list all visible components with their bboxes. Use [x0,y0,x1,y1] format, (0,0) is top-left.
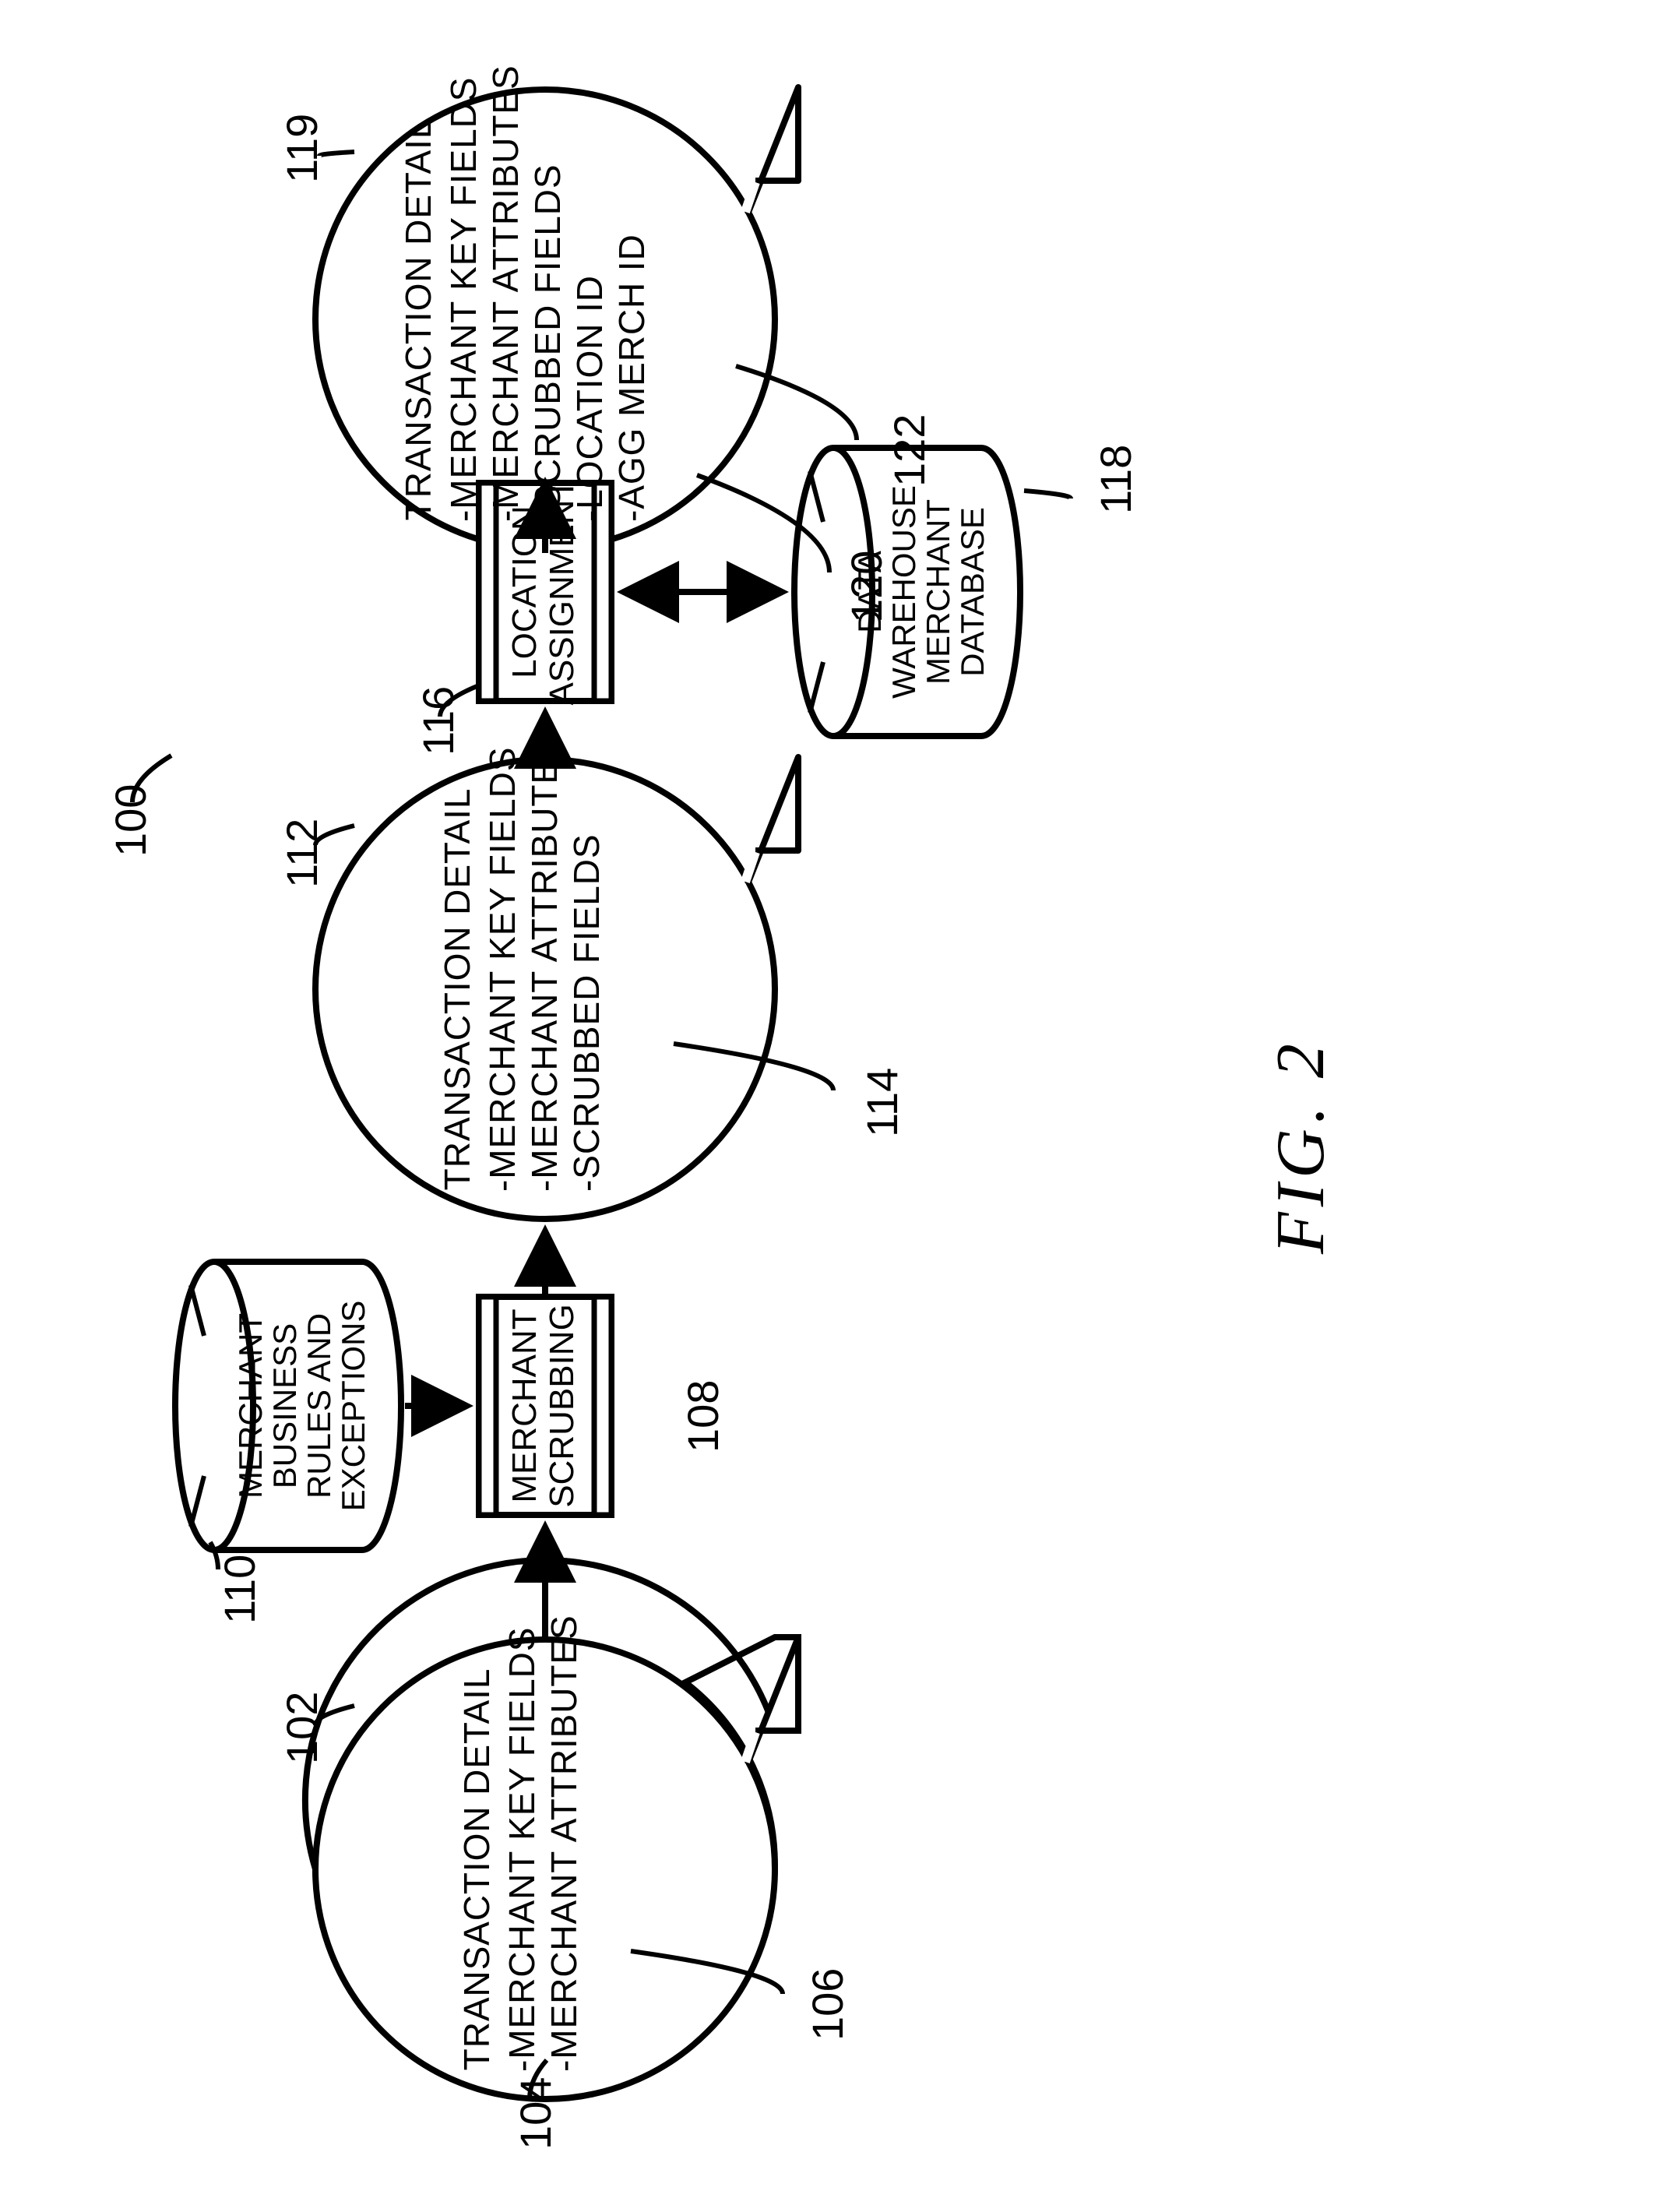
ref-110: 110 [214,1555,265,1624]
ref-120: 120 [841,551,892,623]
box-108-line-1: SCRUBBING [544,1297,581,1515]
bubble-119-line-0: -MERCHANT KEY FIELDS [442,117,484,522]
ref-114: 114 [857,1068,907,1137]
bubble-112-title: TRANSACTION DETAIL [436,787,478,1192]
cyl-110-line-1: BUSINESS [268,1262,302,1550]
cyl-118-line-3: DATABASE [956,448,990,736]
ref-106: 106 [802,1968,853,2041]
diagram-container: TRANSACTION DETAIL -MERCHANT KEY FIELDS … [0,0,1665,2212]
cylinder-110-text: MERCHANT BUSINESS RULES AND EXCEPTIONS [234,1262,371,1550]
bubble-112-line-1: -MERCHANT ATTRIBUTES [523,787,565,1192]
box-116-line-1: ASSIGNMENT [544,471,581,713]
bubble-119-line-3: -LOCATION ID [568,117,611,522]
ref-122: 122 [884,414,935,487]
ref-112: 112 [276,819,327,888]
ref-108: 108 [678,1380,728,1453]
bubble-112-line-0: -MERCHANT KEY FIELDS [481,787,523,1192]
bubble-102-text: TRANSACTION DETAIL -MERCHANT KEY FIELDS … [456,1667,585,2072]
ref-100: 100 [105,784,156,857]
ref-104: 104 [510,2077,561,2150]
cyl-118-line-2: MERCHANT [921,448,956,736]
ref-102: 102 [276,1692,327,1764]
bubble-112-line-2: -SCRUBBED FIELDS [565,787,607,1192]
cyl-110-line-0: MERCHANT [234,1262,268,1550]
bubble-102-title: TRANSACTION DETAIL [456,1667,498,2072]
bubble-102-line-0: -MERCHANT KEY FIELDS [501,1667,543,2072]
bubble-112-text: TRANSACTION DETAIL -MERCHANT KEY FIELDS … [436,787,607,1192]
cyl-118-line-1: WAREHOUSE [887,448,921,736]
bubble-119-line-4: -AGG MERCH ID [611,117,653,522]
diagram-svg [0,0,1665,2212]
bubble-119-title: TRANSACTION DETAIL [397,117,439,522]
bubble-119-line-2: -SCRUBBED FIELDS [526,117,568,522]
bubble-102-line-1: -MERCHANT ATTRIBUTES [543,1667,585,2072]
box-116-text: LOCATION ASSIGNMENT [506,471,582,713]
ref-119: 119 [276,114,327,183]
cyl-110-line-2: RULES AND [302,1262,336,1550]
bubble-119-text: TRANSACTION DETAIL -MERCHANT KEY FIELDS … [397,117,653,522]
box-116-line-0: LOCATION [506,471,544,713]
cyl-110-line-3: EXCEPTIONS [336,1262,371,1550]
bubble-119-line-1: -MERCHANT ATTRIBUTES [484,117,526,522]
box-108-text: MERCHANT SCRUBBING [506,1297,582,1515]
figure-label: FIG. 2 [1262,1038,1340,1254]
ref-118: 118 [1090,445,1141,514]
box-108-line-0: MERCHANT [506,1297,544,1515]
ref-116: 116 [413,686,463,756]
